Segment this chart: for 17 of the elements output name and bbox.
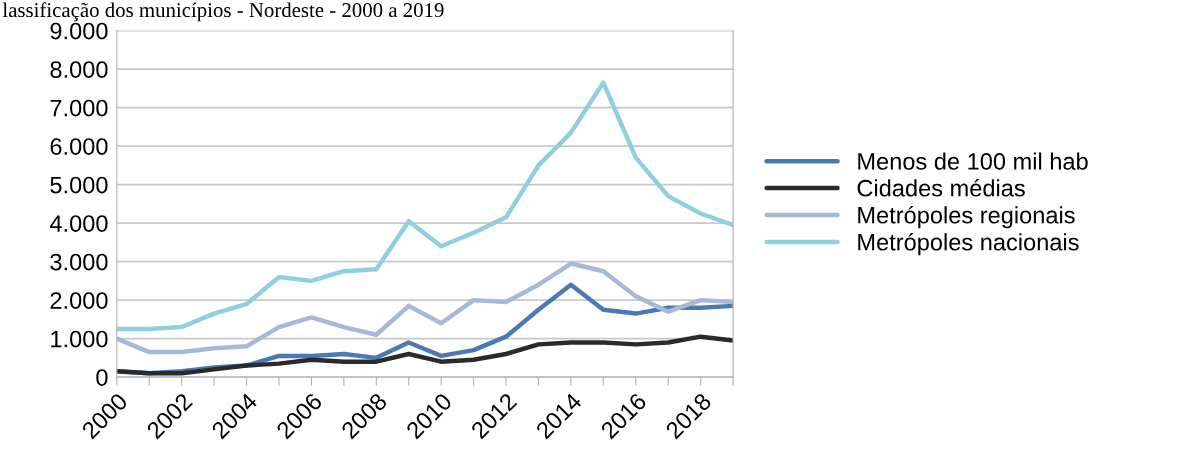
y-tick-label: 4.000 bbox=[49, 215, 108, 232]
chart-title: lassificação dos municípios - Nordeste - 2000 a 2019 bbox=[2, 2, 444, 22]
y-tick-label: 7.000 bbox=[50, 99, 108, 117]
y-tick-label: 1.000 bbox=[51, 330, 108, 348]
y-tick-label: 6.000 bbox=[50, 138, 108, 155]
legend-label: Menos de 100 mil hab bbox=[858, 152, 1088, 170]
y-tick-label: 3.000 bbox=[50, 253, 108, 271]
y-tick-label: 5.000 bbox=[50, 176, 108, 194]
legend-label: Metrópoles regionais bbox=[858, 205, 1075, 229]
legend-label: Metrópoles nacionais bbox=[858, 232, 1079, 256]
line-series bbox=[116, 80, 734, 332]
line-series bbox=[116, 261, 734, 355]
y-tick-label: 9.000 bbox=[50, 22, 108, 40]
legend-label: Cidades médias bbox=[857, 178, 1025, 197]
y-tick-label: 8.000 bbox=[50, 61, 108, 78]
y-tick-label: 0 bbox=[96, 369, 108, 386]
y-tick-label: 2.000 bbox=[50, 292, 108, 309]
